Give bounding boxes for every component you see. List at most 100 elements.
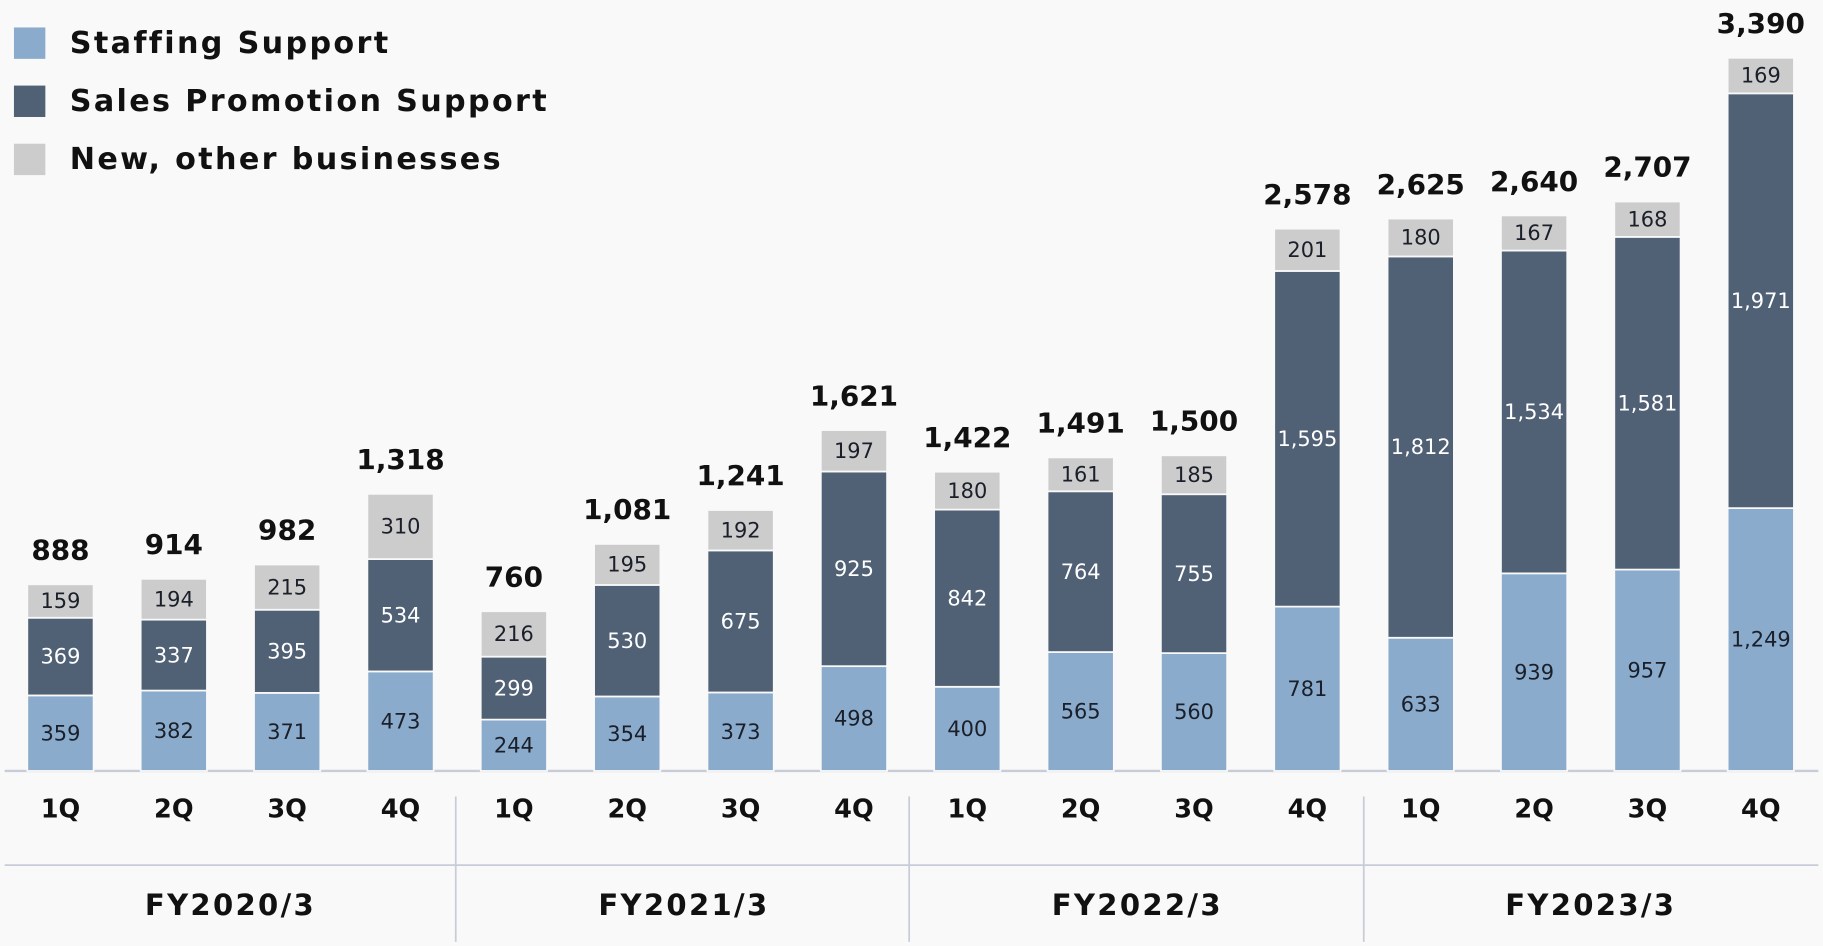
x-tick-label: 3Q	[1628, 794, 1668, 824]
segment-label: 359	[41, 721, 81, 745]
segment-label: 633	[1401, 693, 1441, 717]
bar-segment	[819, 470, 888, 668]
total-label: 1,241	[696, 459, 784, 492]
segment-label: 168	[1627, 207, 1667, 231]
bar-segment	[1500, 214, 1569, 252]
bar-segment	[366, 670, 435, 772]
x-tick-label: 4Q	[1741, 794, 1781, 824]
bar-segment	[1613, 236, 1682, 571]
segment-label: 675	[721, 610, 761, 634]
segment-label: 565	[1061, 700, 1101, 724]
segment-label: 395	[267, 639, 307, 663]
segment-label: 337	[154, 643, 194, 667]
segment-label: 373	[721, 720, 761, 744]
segment-label: 369	[41, 645, 81, 669]
x-tick-label: 2Q	[154, 794, 194, 824]
segment-label: 244	[494, 733, 534, 757]
segment-label: 1,534	[1504, 400, 1564, 424]
x-tick-label: 1Q	[948, 794, 988, 824]
segment-label: 781	[1287, 677, 1327, 701]
total-label: 1,621	[810, 379, 898, 412]
segment-label: 194	[154, 587, 194, 611]
total-label: 1,422	[923, 421, 1011, 454]
bar-segment	[26, 694, 95, 772]
segment-label: 764	[1061, 560, 1101, 584]
bar-segment	[479, 610, 548, 658]
segment-label: 1,595	[1277, 427, 1337, 451]
total-label: 2,578	[1263, 178, 1351, 211]
segment-label: 180	[1401, 226, 1441, 250]
segment-label: 216	[494, 622, 534, 646]
segment-label: 755	[1174, 562, 1214, 586]
total-label: 760	[485, 560, 543, 593]
bar-segment	[933, 685, 1002, 772]
total-label: 1,500	[1150, 405, 1238, 438]
segment-label: 957	[1627, 658, 1667, 682]
bar-segment	[706, 691, 775, 772]
x-tick-label: 3Q	[721, 794, 761, 824]
segment-label: 201	[1287, 238, 1327, 262]
segment-label: 1,812	[1391, 435, 1451, 459]
bar-segment	[1273, 270, 1342, 608]
total-label: 888	[31, 534, 89, 567]
bar-segment	[1500, 572, 1569, 772]
group-label: FY2021/3	[598, 888, 769, 922]
bar-segment	[1386, 636, 1455, 772]
segment-label: 842	[947, 586, 987, 610]
segment-label: 354	[607, 722, 647, 746]
bar-segment	[1500, 249, 1569, 575]
bar-segment	[933, 470, 1002, 511]
segment-label: 299	[494, 676, 534, 700]
x-tick-label: 1Q	[41, 794, 81, 824]
bar-segment	[819, 429, 888, 473]
total-label: 1,318	[356, 443, 444, 476]
x-tick-label: 4Q	[1288, 794, 1328, 824]
bar-segment	[253, 563, 322, 611]
total-label: 914	[145, 528, 203, 561]
segment-label: 939	[1514, 660, 1554, 684]
group-label: FY2020/3	[145, 888, 316, 922]
bar-segment	[366, 558, 435, 673]
bar-segment	[1046, 651, 1115, 772]
total-label: 2,707	[1603, 151, 1691, 184]
x-tick-label: 2Q	[1061, 794, 1101, 824]
segment-label: 167	[1514, 221, 1554, 245]
x-tick-label: 1Q	[494, 794, 534, 824]
bar-segment	[26, 616, 95, 697]
bar-segment	[1726, 56, 1795, 95]
bar-segment	[1613, 568, 1682, 772]
bar-segment	[1386, 217, 1455, 258]
segment-label: 560	[1174, 700, 1214, 724]
x-tick-label: 2Q	[1514, 794, 1554, 824]
segment-label: 382	[154, 719, 194, 743]
bar-segment	[139, 577, 208, 621]
bar-segment	[1613, 200, 1682, 238]
bar-segment	[593, 584, 662, 698]
total-label: 1,491	[1037, 407, 1125, 440]
bar-segment	[479, 718, 548, 772]
total-label: 3,390	[1717, 7, 1805, 40]
bar-segment	[1273, 605, 1342, 772]
segment-label: 310	[381, 515, 421, 539]
bar-segment	[366, 492, 435, 560]
segment-label: 498	[834, 707, 874, 731]
bar-segment	[706, 509, 775, 552]
segment-label: 180	[947, 479, 987, 503]
x-tick-label: 3Q	[267, 794, 307, 824]
segment-label: 159	[41, 589, 81, 613]
segment-label: 161	[1061, 463, 1101, 487]
legend-label: Sales Promotion Support	[70, 84, 549, 119]
segment-label: 195	[607, 553, 647, 577]
legend-label: Staffing Support	[70, 26, 391, 61]
segment-label: 530	[607, 629, 647, 653]
group-label: FY2023/3	[1505, 888, 1676, 922]
segment-label: 1,249	[1731, 628, 1791, 652]
legend-swatch	[13, 85, 46, 117]
x-tick-label: 2Q	[607, 794, 647, 824]
bar-segment	[1160, 454, 1229, 496]
total-label: 982	[258, 514, 316, 547]
bar-segment	[1046, 490, 1115, 653]
segment-label: 400	[947, 717, 987, 741]
segment-label: 215	[267, 575, 307, 599]
